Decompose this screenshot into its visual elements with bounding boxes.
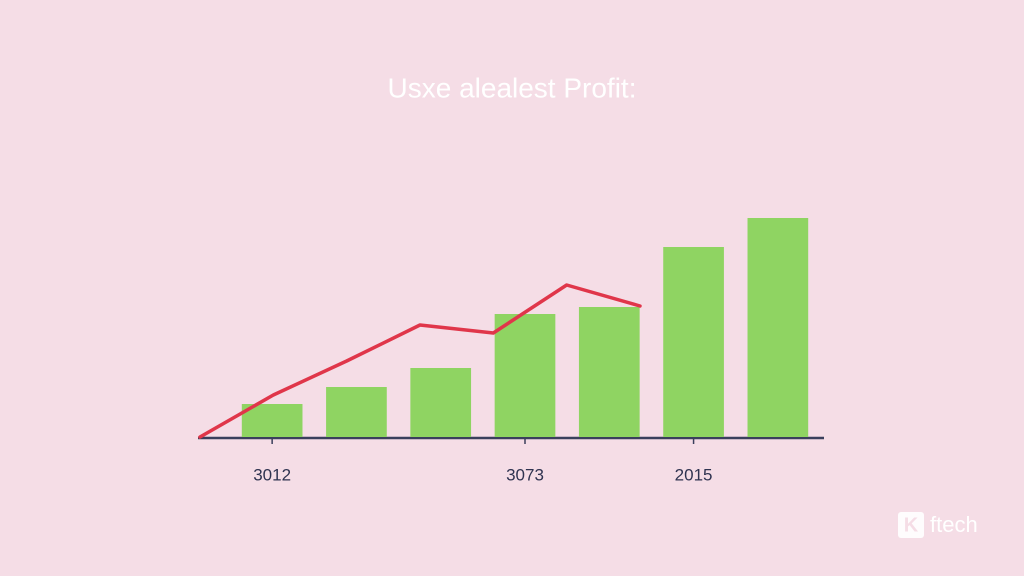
watermark-logo-box xyxy=(898,512,924,538)
bar xyxy=(747,218,809,437)
line xyxy=(198,283,642,439)
watermark-text: ftech xyxy=(930,512,978,537)
watermark: K ftech xyxy=(898,512,978,538)
bar xyxy=(410,368,472,437)
bar xyxy=(494,314,556,437)
bar xyxy=(578,307,640,437)
watermark-logo: K xyxy=(904,514,919,536)
x-tick-label: 3012 xyxy=(253,465,291,484)
x-tick-label: 3073 xyxy=(506,465,544,484)
bar xyxy=(326,387,387,437)
x-tick-label: 2015 xyxy=(675,465,713,484)
bar xyxy=(241,404,303,437)
bar xyxy=(663,247,724,437)
chart-title: Usxe alealest Profit: xyxy=(388,72,637,103)
